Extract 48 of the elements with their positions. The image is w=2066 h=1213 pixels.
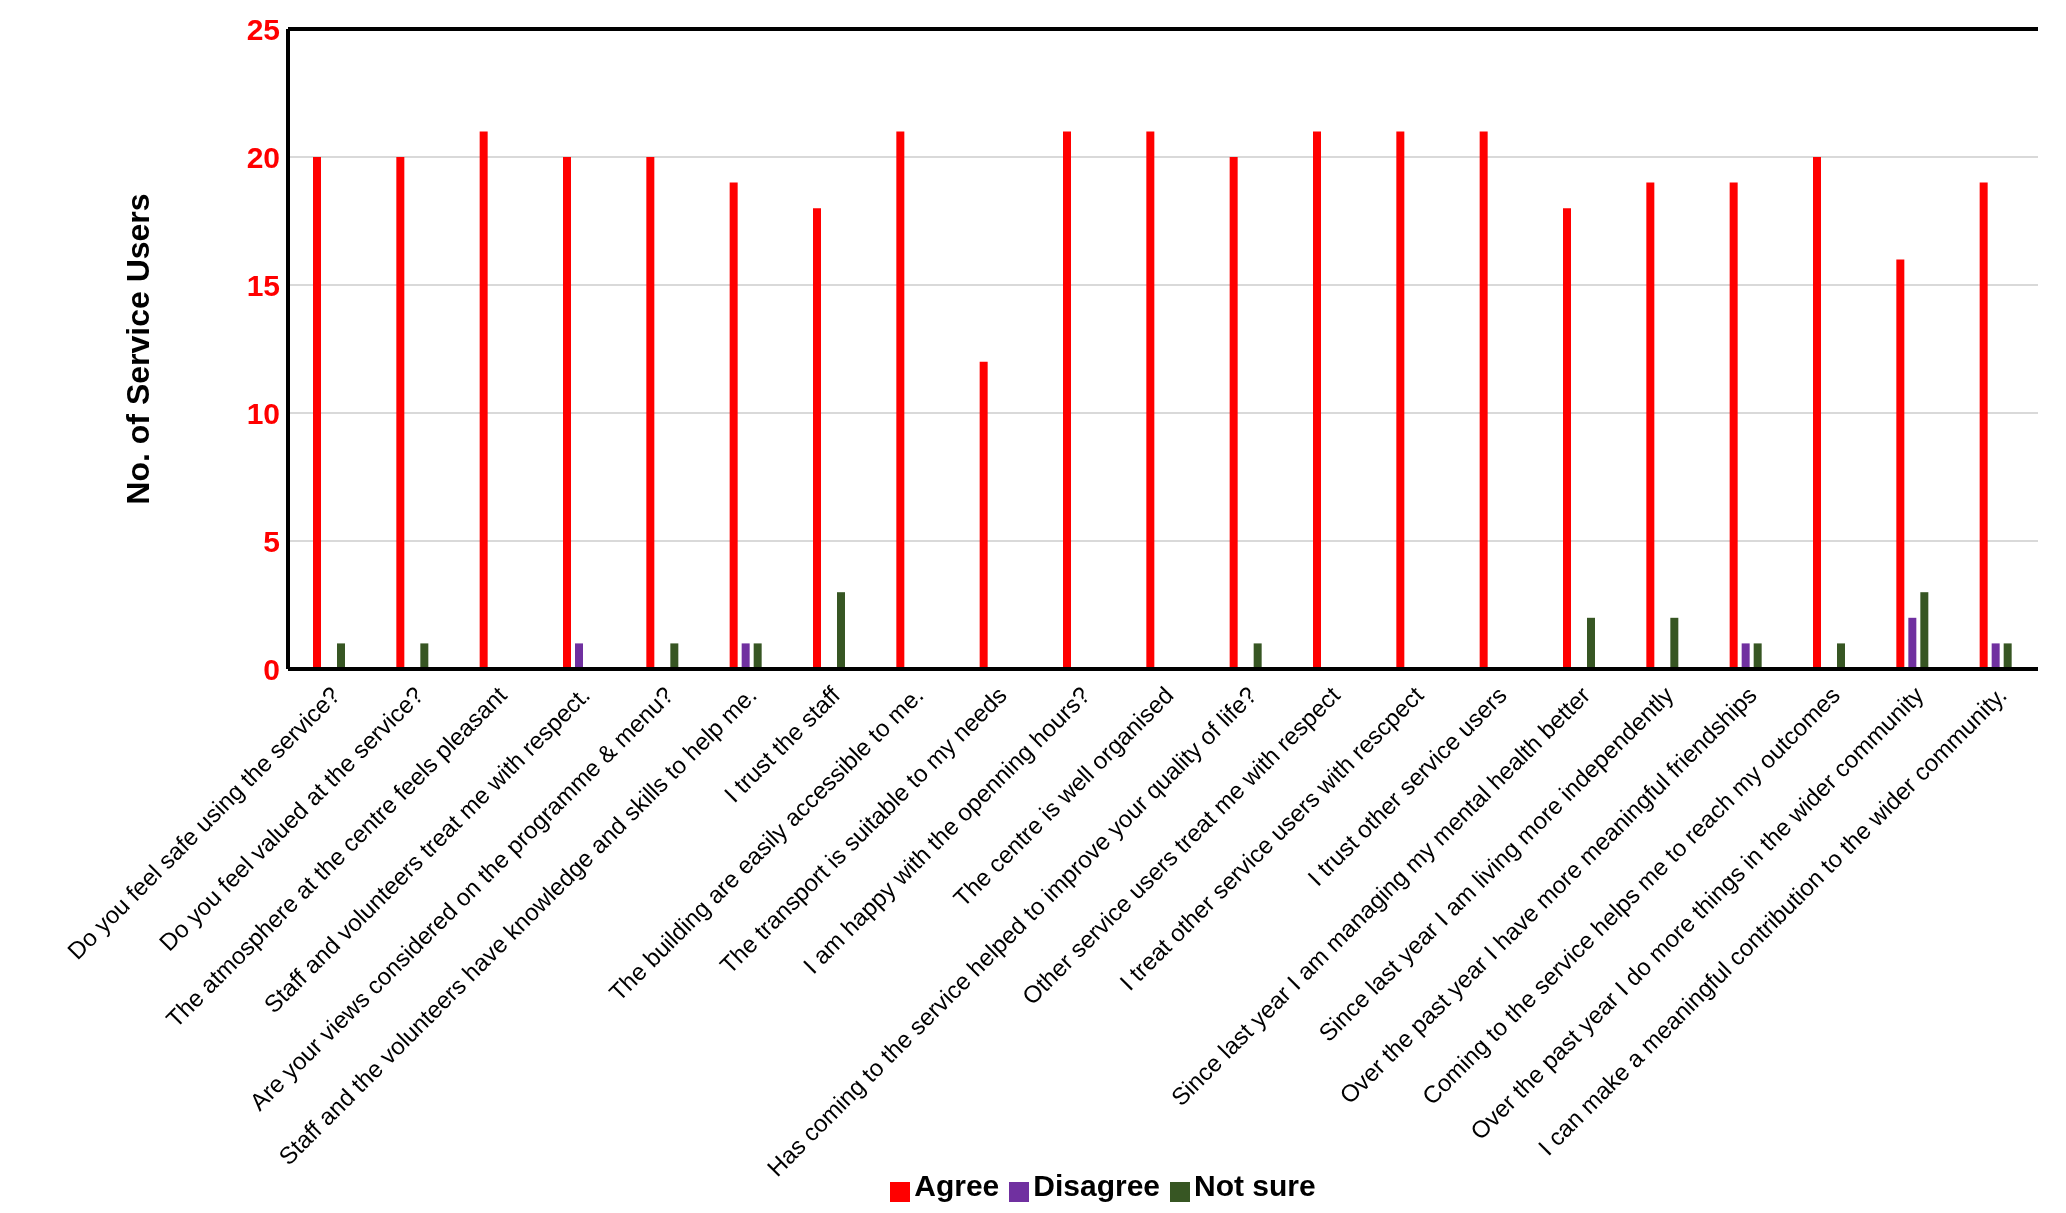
y-axis-title: No. of Service Users: [120, 193, 157, 505]
bar: [1146, 131, 1155, 669]
bar: [420, 643, 429, 669]
bar: [563, 157, 571, 669]
y-tick-label: 0: [263, 652, 280, 686]
bar: [1253, 643, 1262, 669]
bar: [729, 182, 738, 669]
bar: [1063, 131, 1071, 669]
bar: [1729, 182, 1738, 669]
bar: [313, 157, 321, 669]
bar: [396, 157, 405, 669]
bar: [1313, 131, 1321, 669]
bar: [837, 592, 845, 669]
bar: [979, 361, 988, 669]
bar: [2003, 643, 2012, 669]
bar: [1563, 208, 1571, 669]
bar: [1991, 643, 2000, 669]
bar: [337, 643, 345, 669]
bar: [1670, 617, 1679, 669]
bar: [1908, 617, 1917, 669]
legend-label: Disagree: [1033, 1169, 1161, 1202]
y-tick-label: 5: [263, 524, 280, 558]
bar: [1979, 182, 1988, 669]
bar: [741, 643, 750, 669]
bar: [1741, 643, 1750, 669]
y-tick-label: 20: [246, 140, 280, 174]
bar: [1229, 157, 1238, 669]
bar: [1587, 617, 1595, 669]
bar: [1896, 259, 1905, 669]
bar: [1479, 131, 1488, 669]
bar: [1813, 157, 1821, 669]
bar: [753, 643, 762, 669]
bar: [813, 208, 821, 669]
legend-label: Not sure: [1194, 1169, 1316, 1202]
bar: [1920, 592, 1929, 669]
y-tick-label: 25: [246, 12, 280, 46]
bar: [670, 643, 679, 669]
bar: [1396, 131, 1405, 669]
y-tick-label: 15: [246, 268, 280, 302]
y-tick-label: 10: [246, 396, 280, 430]
bar: [1753, 643, 1762, 669]
bar: [896, 131, 905, 669]
bar: [479, 131, 488, 669]
bar: [575, 643, 583, 669]
bar: [646, 157, 655, 669]
bar: [1837, 643, 1845, 669]
bar: [1646, 182, 1655, 669]
legend-label: Agree: [914, 1169, 1000, 1202]
